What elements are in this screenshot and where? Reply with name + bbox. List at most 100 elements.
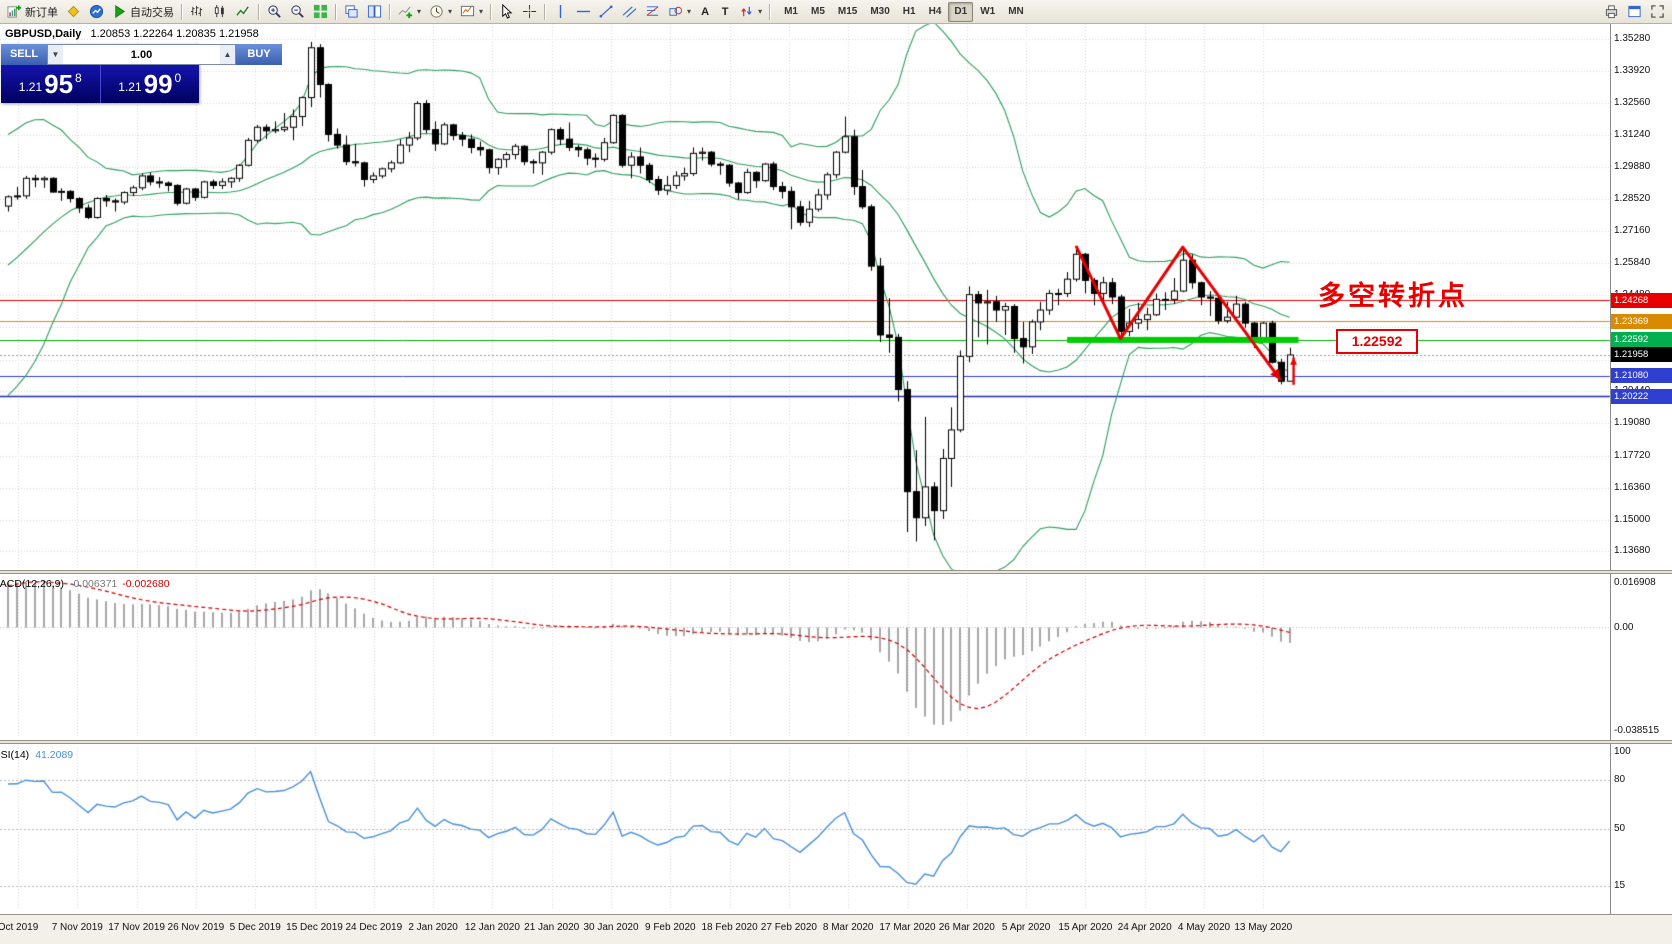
dropdown-caret-icon: ▾ — [479, 7, 484, 16]
crosshair-button[interactable] — [518, 2, 541, 22]
price-axis-label: 1.27160 — [1614, 225, 1651, 237]
zoom-in-button[interactable] — [263, 2, 286, 22]
timeframe-button-mn[interactable]: MN — [1008, 5, 1024, 17]
price-axis-label: 1.35280 — [1614, 32, 1651, 44]
date-axis-label: 15 Dec 2019 — [286, 922, 343, 933]
fibonacci-button[interactable] — [641, 2, 664, 22]
tile-vertical-icon — [367, 5, 382, 18]
shapes-button[interactable]: ▾ — [664, 2, 695, 22]
date-axis-label: 5 Dec 2019 — [229, 922, 281, 933]
rsi-axis-label: 80 — [1614, 774, 1626, 786]
timeframe-button-m30[interactable]: M30 — [870, 5, 890, 17]
price-tag: 1.22592 — [1611, 332, 1672, 348]
autotrading-button[interactable]: 自动交易 — [108, 2, 178, 22]
timeframe-button-m15[interactable]: M15 — [837, 5, 858, 17]
toolbar: 新订单 自动交易 — [0, 0, 1672, 24]
separator — [490, 3, 493, 20]
line-chart-button[interactable] — [232, 2, 255, 22]
buy-button[interactable]: BUY — [236, 44, 282, 65]
text-button[interactable]: A — [695, 2, 715, 22]
arrows-button[interactable]: ▾ — [735, 2, 766, 22]
timeframe-button-h1[interactable]: H1 — [902, 5, 916, 17]
separator — [335, 3, 337, 20]
rsi-indicator-label: RSI(14) 41.2089 — [0, 749, 73, 761]
data-window-button[interactable] — [1623, 2, 1646, 22]
timeframe-button-m5[interactable]: M5 — [810, 5, 825, 17]
bar-chart-icon — [190, 5, 203, 17]
separator — [544, 3, 547, 20]
timeframe-button-m1[interactable]: M1 — [784, 5, 798, 17]
candlestick-chart-button[interactable] — [209, 2, 232, 22]
date-axis-label: Oct 2019 — [0, 922, 39, 933]
tile-windows-button[interactable] — [309, 2, 332, 22]
autotrading-label: 自动交易 — [130, 6, 174, 19]
dropdown-caret-icon: ▾ — [687, 7, 692, 16]
volume-increase-button[interactable]: ▲ — [220, 45, 235, 64]
level-price-label[interactable]: 1.22592 — [1336, 328, 1418, 354]
panel-splitter[interactable] — [0, 740, 1672, 744]
fullscreen-button[interactable] — [1646, 2, 1669, 22]
price-tag: 1.21080 — [1611, 368, 1672, 384]
buy-price[interactable]: 1.21 99 0 — [101, 65, 200, 103]
rsi-axis-label: 100 — [1614, 746, 1631, 757]
timeframe-button-d1[interactable]: D1 — [948, 1, 974, 22]
separator — [258, 3, 260, 20]
new-order-label: 新订单 — [25, 6, 58, 19]
periods-button[interactable]: ▾ — [425, 2, 456, 22]
trendline-button[interactable] — [595, 2, 618, 22]
zoom-out-icon — [291, 5, 304, 18]
text-label-button[interactable]: T — [715, 2, 735, 22]
timeframe-button-h4[interactable]: H4 — [928, 5, 942, 17]
text-icon: A — [701, 5, 710, 18]
price-axis-label: 1.29880 — [1614, 160, 1651, 172]
metaeditor-button[interactable] — [62, 2, 85, 22]
horizontal-line-button[interactable] — [572, 2, 595, 22]
print-button[interactable] — [1600, 2, 1623, 22]
zoom-out-button[interactable] — [286, 2, 309, 22]
axis-border — [1610, 24, 1611, 914]
cascade-windows-icon — [345, 5, 358, 18]
macd-axis-min: -0.038515 — [1614, 725, 1660, 736]
separator — [181, 3, 183, 20]
volume-input[interactable] — [63, 45, 220, 64]
price-display: 1.21 95 8 1.21 99 0 — [1, 65, 199, 103]
price-tag: 1.21958 — [1611, 347, 1672, 363]
cascade-windows-button[interactable] — [340, 2, 363, 22]
price-axis-label: 1.28520 — [1614, 193, 1651, 205]
date-axis-label: 17 Mar 2020 — [879, 922, 936, 933]
price-tag: 1.20222 — [1611, 388, 1672, 404]
template-icon — [460, 5, 475, 17]
date-axis-label: 7 Nov 2019 — [51, 922, 103, 933]
indicators-button[interactable]: ▾ — [394, 2, 425, 22]
ohlc-readout: GBPUSD,Daily 1.20853 1.22264 1.20835 1.2… — [5, 28, 259, 40]
market-watch-button[interactable] — [85, 2, 108, 22]
sell-price-sup: 8 — [75, 71, 82, 85]
macd-value-signal: -0.002680 — [122, 578, 170, 590]
sell-button[interactable]: SELL — [1, 44, 47, 65]
cursor-button[interactable] — [495, 2, 518, 22]
chart-annotation-text[interactable]: 多空转折点 — [1318, 281, 1468, 311]
vertical-line-icon — [559, 4, 562, 19]
date-axis-label: 13 May 2020 — [1234, 922, 1293, 933]
macd-name: MACD(12,26,9) — [0, 578, 64, 590]
panel-splitter[interactable] — [0, 570, 1672, 574]
channel-button[interactable] — [618, 2, 641, 22]
macd-indicator-label: MACD(12,26,9) -0.006371 -0.002680 — [0, 578, 170, 590]
vertical-line-button[interactable] — [549, 2, 572, 22]
price-axis-label: 1.19080 — [1614, 417, 1651, 429]
macd-axis-max: 0.016908 — [1614, 577, 1656, 588]
bar-chart-button[interactable] — [186, 2, 209, 22]
price-axis-label: 1.15000 — [1614, 514, 1651, 526]
tile-vertical-button[interactable] — [363, 2, 386, 22]
volume-decrease-button[interactable]: ▼ — [48, 45, 63, 64]
templates-button[interactable]: ▾ — [456, 2, 487, 22]
new-order-button[interactable]: 新订单 — [3, 2, 62, 22]
timeframe-button-w1[interactable]: W1 — [980, 5, 996, 17]
horizontal-line-icon — [576, 10, 591, 13]
price-tag: 1.24268 — [1611, 292, 1672, 308]
crosshair-icon — [522, 4, 537, 19]
price-axis-label: 1.13680 — [1614, 545, 1651, 557]
sell-price[interactable]: 1.21 95 8 — [1, 65, 101, 103]
